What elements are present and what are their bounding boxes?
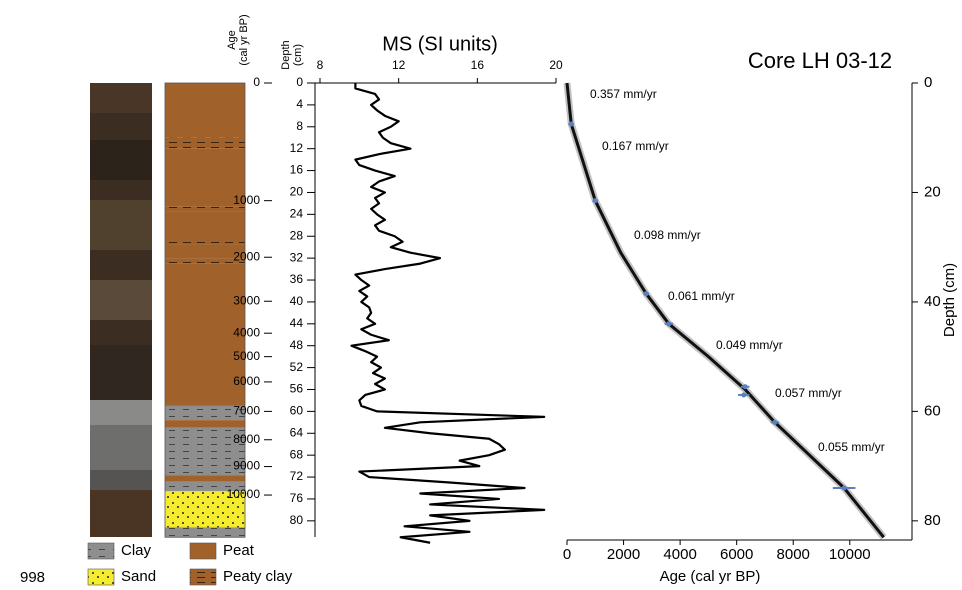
y-tick-label: 64 — [290, 425, 304, 439]
age-axis-title: (cal yr BP) — [238, 14, 250, 65]
x-tick-label: 16 — [471, 58, 485, 72]
y-tick-label: 72 — [290, 469, 304, 483]
age-tick-label: 0 — [253, 75, 260, 89]
lithology-unit — [165, 420, 245, 428]
y-tick-label: 0 — [296, 75, 303, 89]
lithology-unit — [165, 527, 245, 538]
lithology-unit — [165, 481, 245, 492]
y-tick-label: 28 — [290, 228, 304, 242]
age-axis-title: Age — [226, 30, 238, 50]
x-tick-label: 4000 — [663, 546, 696, 563]
y-tick-label: 44 — [290, 316, 304, 330]
lithology-unit — [165, 405, 245, 421]
age-tick-label: 6000 — [233, 374, 260, 388]
y-tick-label: 40 — [290, 294, 304, 308]
lithology-unit — [165, 206, 245, 212]
y-tick-label: 8 — [296, 119, 303, 133]
lithology-unit — [165, 211, 245, 239]
y-tick-label: 12 — [290, 141, 304, 155]
core-title: Core LH 03-12 — [748, 48, 892, 73]
y-tick-label: 40 — [924, 293, 941, 310]
y-tick-label: 80 — [924, 512, 941, 529]
lithology-unit — [165, 238, 245, 245]
x-tick-label: 12 — [392, 58, 406, 72]
rate-label: 0.061 mm/yr — [668, 289, 735, 303]
legend-label: Clay — [121, 542, 152, 559]
lithology-unit — [165, 475, 245, 482]
y-tick-label: 60 — [290, 404, 304, 418]
y-tick-label: 36 — [290, 272, 304, 286]
date-point — [666, 321, 672, 327]
rate-label: 0.357 mm/yr — [590, 87, 657, 101]
x-tick-label: 8000 — [777, 546, 810, 563]
rate-label: 0.055 mm/yr — [818, 440, 885, 454]
y-tick-label: 4 — [296, 97, 303, 111]
lithology-frame — [164, 82, 246, 538]
age-tick-label: 1000 — [233, 193, 260, 207]
date-point — [742, 384, 748, 390]
x-tick-label: 8 — [317, 58, 324, 72]
date-point — [568, 121, 574, 127]
x-tick-label: 6000 — [720, 546, 753, 563]
legend-label: Peaty clay — [223, 568, 293, 585]
y-tick-label: 56 — [290, 382, 304, 396]
y-tick-label: 80 — [290, 513, 304, 527]
date-point — [841, 485, 847, 491]
legend-swatch — [189, 542, 217, 560]
age-tick-label: 9000 — [233, 459, 260, 473]
lithology-unit — [165, 148, 245, 207]
lithology-unit — [165, 83, 245, 138]
ms-curve — [350, 83, 546, 544]
rate-label: 0.057 mm/yr — [775, 386, 842, 400]
y-axis-title: Depth (cm) — [941, 263, 958, 337]
y-tick-label: 20 — [924, 183, 941, 200]
y-tick-label: 24 — [290, 207, 304, 221]
y-tick-label: 32 — [290, 250, 304, 264]
legend-swatch — [87, 568, 115, 586]
age-tick-label: 4000 — [233, 325, 260, 339]
rate-label: 0.167 mm/yr — [602, 139, 669, 153]
page-number: 998 — [20, 569, 45, 586]
date-point — [592, 198, 598, 204]
age-tick-label: 2000 — [233, 249, 260, 263]
core-photo — [90, 83, 152, 537]
y-tick-label: 76 — [290, 491, 304, 505]
age-tick-label: 8000 — [233, 432, 260, 446]
y-tick-label: 52 — [290, 360, 304, 374]
age-tick-label: 3000 — [233, 293, 260, 307]
age-tick-label: 10000 — [227, 487, 261, 501]
depth-axis-title: Depth — [280, 40, 292, 69]
legend-swatch — [87, 542, 115, 560]
x-tick-label: 0 — [563, 546, 571, 563]
lithology-unit — [165, 244, 245, 259]
rate-label: 0.098 mm/yr — [634, 228, 701, 242]
y-tick-label: 16 — [290, 163, 304, 177]
depth-axis-title: (cm) — [292, 44, 304, 66]
lithology-unit — [165, 491, 245, 528]
y-tick-label: 20 — [290, 185, 304, 199]
legend-label: Peat — [223, 542, 255, 559]
rate-label: 0.049 mm/yr — [716, 338, 783, 352]
lithology-unit — [165, 427, 245, 476]
age-tick-label: 7000 — [233, 404, 260, 418]
lithology-unit — [165, 137, 245, 149]
lithology-unit — [165, 258, 245, 264]
date-point — [643, 291, 649, 297]
x-tick-label: 10000 — [829, 546, 871, 563]
date-point — [772, 419, 778, 425]
x-axis-title: Age (cal yr BP) — [660, 568, 761, 585]
ms-title: MS (SI units) — [382, 33, 498, 55]
x-tick-label: 2000 — [607, 546, 640, 563]
legend-label: Sand — [121, 568, 156, 585]
x-tick-label: 20 — [549, 58, 563, 72]
y-tick-label: 60 — [924, 402, 941, 419]
y-tick-label: 48 — [290, 338, 304, 352]
legend-swatch — [189, 568, 217, 586]
date-point — [741, 392, 747, 398]
y-tick-label: 0 — [924, 74, 932, 91]
y-tick-label: 68 — [290, 447, 304, 461]
age-tick-label: 5000 — [233, 349, 260, 363]
lithology-unit — [165, 263, 245, 406]
